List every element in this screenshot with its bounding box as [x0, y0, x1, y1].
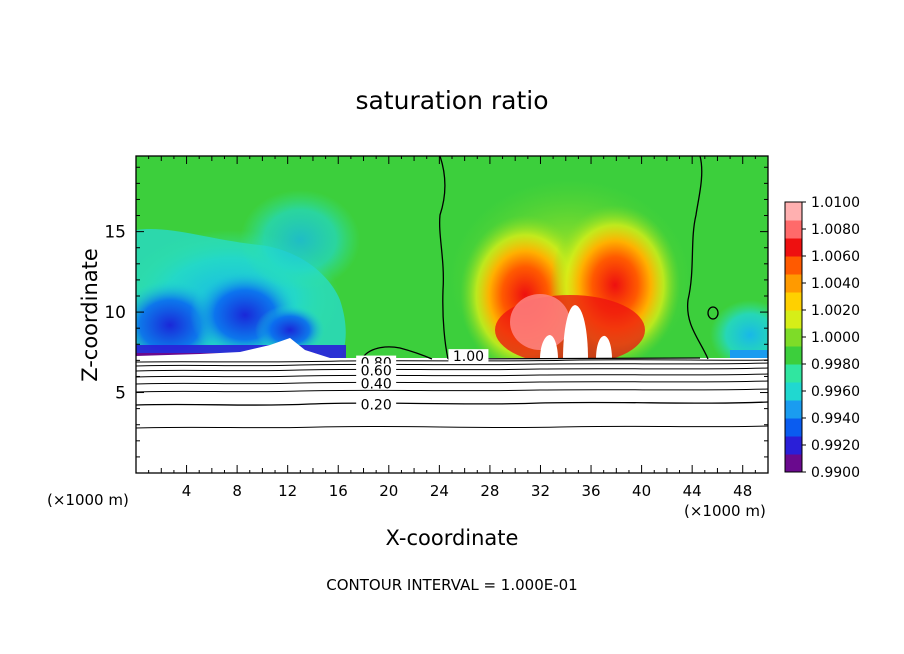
colorbar-label: 1.0020 [811, 303, 860, 319]
y-tick-label: 5 [115, 384, 126, 404]
contour-line [136, 380, 768, 385]
contour-line [447, 357, 701, 360]
colorbar-label: 0.9920 [811, 438, 860, 454]
x-unit-left: (×1000 m) [47, 491, 129, 509]
contour-lines [136, 156, 768, 429]
colorbar-label: 0.9900 [811, 465, 860, 481]
contour-interval-note: CONTOUR INTERVAL = 1.000E-01 [326, 576, 578, 594]
colorbar-swatch [785, 202, 802, 221]
contour-line [136, 388, 768, 393]
colorbar-label: 1.0060 [811, 249, 860, 265]
colorbar-label: 1.0000 [811, 330, 860, 346]
contour-line [136, 401, 768, 406]
colorbar-swatch [785, 256, 802, 275]
contour-labels: 1.000.800.600.400.20 [356, 349, 489, 413]
x-tick-label: 12 [278, 482, 297, 500]
y-tick-label: 10 [104, 303, 126, 323]
colorbar-swatch [785, 454, 802, 473]
x-tick-label: 28 [480, 482, 499, 500]
colorbar-label: 1.0100 [811, 195, 860, 211]
chart-title: saturation ratio [355, 86, 549, 115]
x-tick-label: 20 [379, 482, 398, 500]
x-tick-label: 36 [581, 482, 600, 500]
colorbar-label: 0.9980 [811, 357, 860, 373]
contour-label: 1.00 [453, 349, 484, 365]
x-tick-label: 8 [232, 482, 242, 500]
contour-line [136, 362, 768, 367]
colorbar-swatch [785, 346, 802, 365]
saturation-field [136, 156, 768, 473]
x-axis: 4 8 12 16 20 24 28 32 36 40 44 48 [148, 156, 756, 500]
colorbar-swatch [785, 328, 802, 347]
contour-line [361, 346, 433, 360]
contour-line [707, 306, 719, 320]
y-axis-label: Z-coordinate [78, 248, 102, 382]
contour-label-bg [356, 376, 397, 390]
x-tick-label: 24 [430, 482, 449, 500]
colorbar-swatch [785, 364, 802, 383]
contour-line [438, 156, 449, 360]
x-tick-label: 4 [182, 482, 192, 500]
x-tick-label: 44 [683, 482, 702, 500]
colorbar-label: 1.0080 [811, 222, 860, 238]
contour-label-bg [356, 363, 397, 377]
colorbar-swatch [785, 436, 802, 455]
colorbar-swatch [785, 382, 802, 401]
colorbar-swatch [785, 310, 802, 329]
x-tick-label: 48 [733, 482, 752, 500]
contour-label-bg [448, 349, 489, 363]
colorbar-swatch [785, 418, 802, 437]
colorbar-label: 1.0040 [811, 276, 860, 292]
colorbar-swatch [785, 220, 802, 239]
contour-label-bg [356, 397, 397, 411]
x-unit-right: (×1000 m) [684, 502, 766, 520]
y-tick-label: 15 [104, 223, 126, 243]
x-tick-label: 16 [329, 482, 348, 500]
contour-line [686, 156, 709, 360]
contour-label: 0.60 [361, 364, 392, 380]
contour-label: 0.20 [361, 397, 392, 413]
colorbar-label: 0.9960 [811, 384, 860, 400]
x-tick-label: 32 [531, 482, 550, 500]
contour-label: 0.40 [361, 376, 392, 392]
x-axis-label: X-coordinate [385, 526, 519, 550]
contour-line [136, 367, 768, 372]
contour-line [136, 425, 768, 429]
x-tick-label: 40 [632, 482, 651, 500]
colorbar: 1.0100 1.0080 1.0060 1.0040 1.0020 1.0000 0.99… [784, 195, 860, 481]
contour-line [136, 373, 768, 378]
colorbar-swatch [785, 274, 802, 293]
colorbar-swatch [785, 400, 802, 419]
colorbar-swatch [785, 238, 802, 257]
y-axis: 5 10 15 [104, 166, 768, 458]
colorbar-swatch [785, 292, 802, 311]
colorbar-label: 0.9940 [811, 411, 860, 427]
